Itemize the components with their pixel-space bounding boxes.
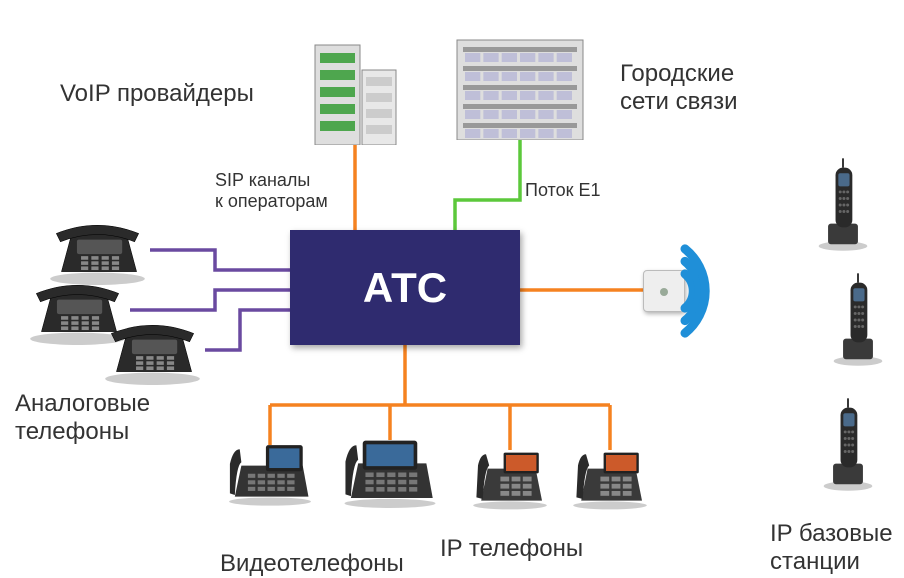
voip-providers-label: VoIP провайдеры xyxy=(60,80,254,108)
video2-phone-icon xyxy=(340,435,440,515)
analog-phones-label: Аналоговые телефоны xyxy=(15,390,150,446)
ip-base-stations-label: IP базовые станции xyxy=(770,520,893,576)
connection-line xyxy=(130,290,290,310)
voip-building-icon xyxy=(310,35,400,145)
e1-stream-label: Поток Е1 xyxy=(525,180,601,201)
atc-label: АТС xyxy=(363,264,447,312)
cordless-phone-icon xyxy=(830,270,886,375)
sip-channels-label: SIP каналы к операторам xyxy=(215,170,328,212)
city-networks-label: Городские сети связи xyxy=(620,60,738,116)
cordless-phone-icon xyxy=(820,395,876,500)
connection-line xyxy=(205,310,290,350)
analog-phone-icon xyxy=(100,315,205,392)
ip-phone-icon xyxy=(470,445,550,518)
city-building-icon xyxy=(455,35,585,140)
connection-line xyxy=(455,140,520,230)
ip-phones-label: IP телефоны xyxy=(440,535,583,563)
video-phone-icon xyxy=(225,440,315,513)
atc-box: АТС xyxy=(290,230,520,345)
cordless-phone-icon xyxy=(815,155,871,260)
videophones-label: Видеотелефоны xyxy=(220,550,404,578)
connection-line xyxy=(150,250,290,270)
wifi-ap-icon xyxy=(643,270,685,312)
ip-phone-icon xyxy=(570,445,650,518)
wifi-waves-icon xyxy=(675,231,795,351)
